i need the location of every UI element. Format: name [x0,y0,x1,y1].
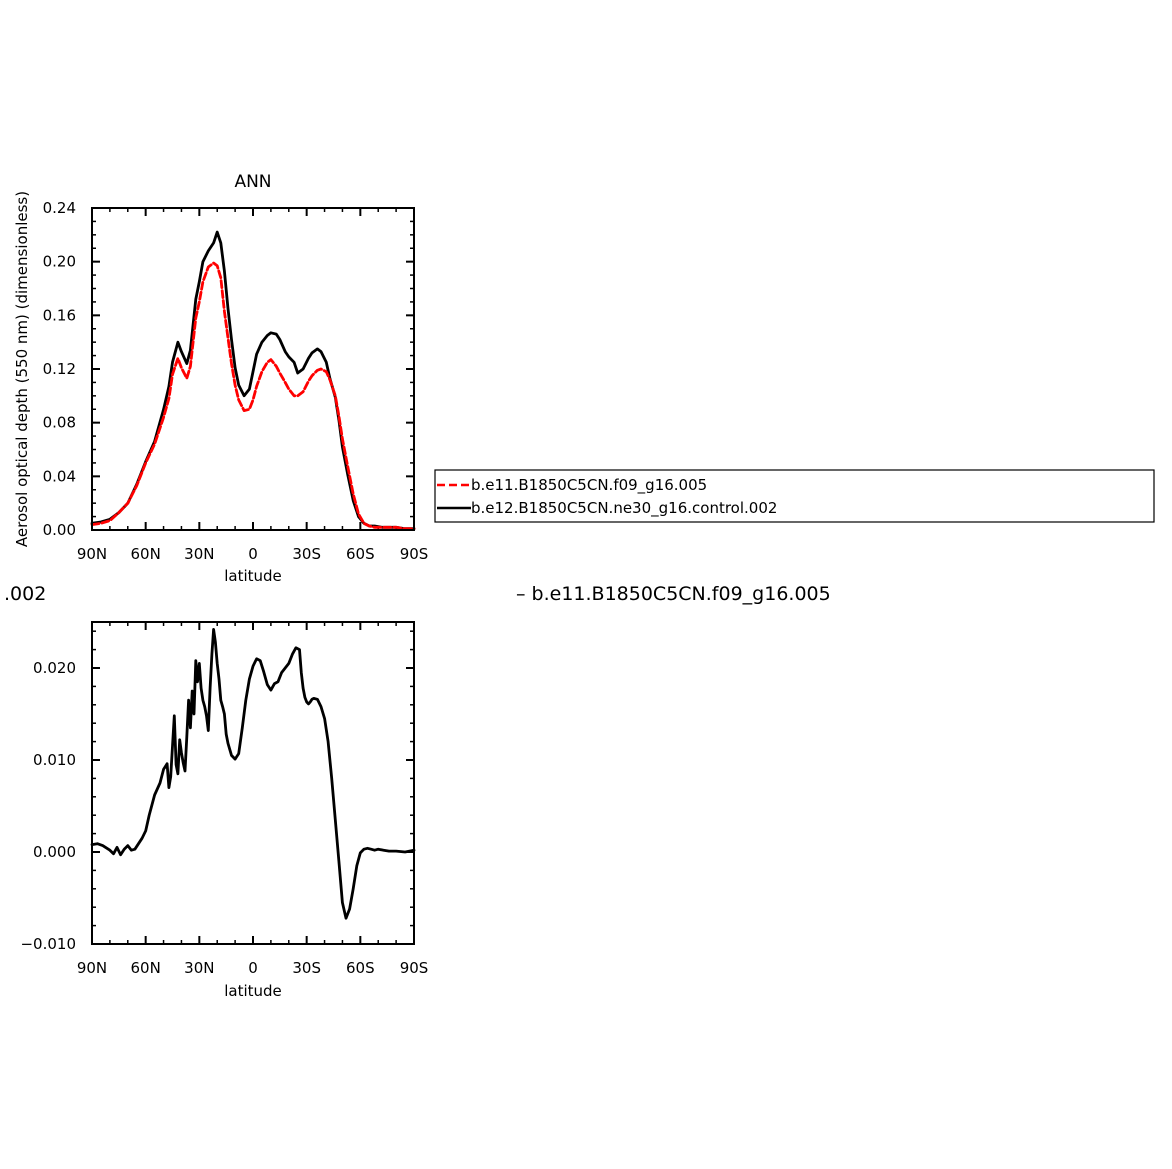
difference-title-left: .002 [4,583,46,605]
legend: b.e11.B1850C5CN.f09_g16.005 b.e12.B1850C… [434,469,1155,523]
top-series-lines [90,230,416,531]
x-tick-label: 90S [400,545,429,563]
x-tick-label: 90N [77,545,107,563]
difference-title-right: – b.e11.B1850C5CN.f09_g16.005 [516,583,831,605]
y-axis-title: Aerosol optical depth (550 nm) (dimensio… [13,191,31,547]
y-tick-label: 0.010 [33,751,76,769]
x-tick-label: 0 [248,545,258,563]
x-tick-label: 60S [346,959,375,977]
y-tick-label: 0.16 [43,306,76,324]
series-line-bottom-1 [90,628,416,920]
y-tick-label: −0.010 [20,935,76,953]
y-tick-label: 0.08 [43,414,76,432]
y-tick-label: 0.20 [43,253,76,271]
x-tick-label: 60N [131,545,161,563]
legend-box [434,469,1155,523]
x-tick-label: 0 [248,959,258,977]
x-axis-title: latitude [224,567,282,585]
x-tick-label: 90N [77,959,107,977]
legend-label-series-1: b.e11.B1850C5CN.f09_g16.005 [471,476,707,495]
y-tick-label: 0.24 [43,199,76,217]
legend-label-series-2: b.e12.B1850C5CN.ne30_g16.control.002 [471,499,777,518]
bottom-plot-frame [91,621,415,945]
top-chart-panel: ANN Aerosol optical depth (550 nm) (dime… [13,172,428,585]
series-line-top-1 [90,261,416,531]
bottom-series-lines [90,628,416,920]
bottom-chart-panel: .002 – b.e11.B1850C5CN.f09_g16.005 latit… [4,583,831,1000]
top-tick-labels: 90N 60N 30N 0 30S 60S 90S 0.00 0.04 0.08 0.12 0.16 0… [43,199,429,563]
bottom-tick-labels: 90N 60N 30N 0 30S 60S 90S −0.010 0.000 0.010 0.020 [20,659,428,977]
series-line-top-2 [90,230,416,531]
x-tick-label: 90S [400,959,429,977]
x-axis-title-bottom: latitude [224,982,282,1000]
y-tick-label: 0.000 [33,843,76,861]
y-tick-label: 0.020 [33,659,76,677]
x-tick-label: 30N [184,545,214,563]
x-tick-label: 30S [292,959,321,977]
chart-title: ANN [234,172,271,192]
y-tick-label: 0.04 [43,467,76,485]
top-plot-frame [91,207,415,531]
y-tick-label: 0.12 [43,360,76,378]
x-tick-label: 60S [346,545,375,563]
y-tick-label: 0.00 [43,521,76,539]
x-tick-label: 30N [184,959,214,977]
x-tick-label: 60N [131,959,161,977]
x-tick-label: 30S [292,545,321,563]
